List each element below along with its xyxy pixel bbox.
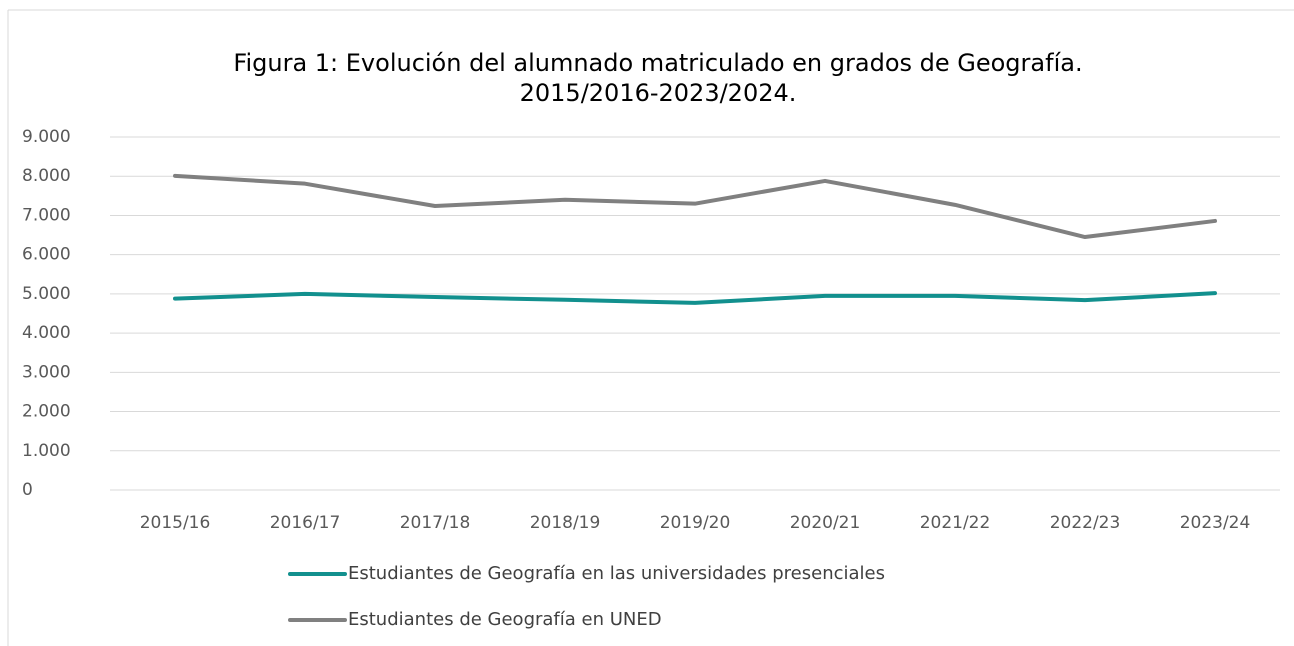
x-tick-label: 2017/18 — [400, 513, 471, 533]
y-tick-label: 3.000 — [22, 362, 71, 382]
x-tick-label: 2023/24 — [1180, 513, 1251, 533]
y-tick-label: 5.000 — [22, 284, 71, 304]
legend-label: Estudiantes de Geografía en las universi… — [348, 563, 885, 584]
y-tick-label: 0 — [22, 480, 33, 500]
y-tick-label: 7.000 — [22, 205, 71, 225]
x-tick-label: 2021/22 — [920, 513, 991, 533]
legend-label: Estudiantes de Geografía en UNED — [348, 609, 662, 630]
x-tick-label: 2019/20 — [660, 513, 731, 533]
x-tick-label: 2020/21 — [790, 513, 861, 533]
x-tick-label: 2015/16 — [140, 513, 211, 533]
series-line — [173, 291, 1217, 305]
y-tick-label: 1.000 — [22, 441, 71, 461]
chart-title: 2015/2016-2023/2024. — [520, 79, 797, 107]
y-tick-label: 2.000 — [22, 402, 71, 422]
x-tick-label: 2018/19 — [530, 513, 601, 533]
x-tick-label: 2022/23 — [1050, 513, 1121, 533]
y-tick-label: 4.000 — [22, 323, 71, 343]
y-tick-label: 8.000 — [22, 166, 71, 186]
chart-title: Figura 1: Evolución del alumnado matricu… — [233, 49, 1082, 77]
y-tick-label: 9.000 — [22, 127, 71, 147]
x-tick-label: 2016/17 — [270, 513, 341, 533]
y-tick-label: 6.000 — [22, 245, 71, 265]
series-line — [173, 173, 1217, 240]
